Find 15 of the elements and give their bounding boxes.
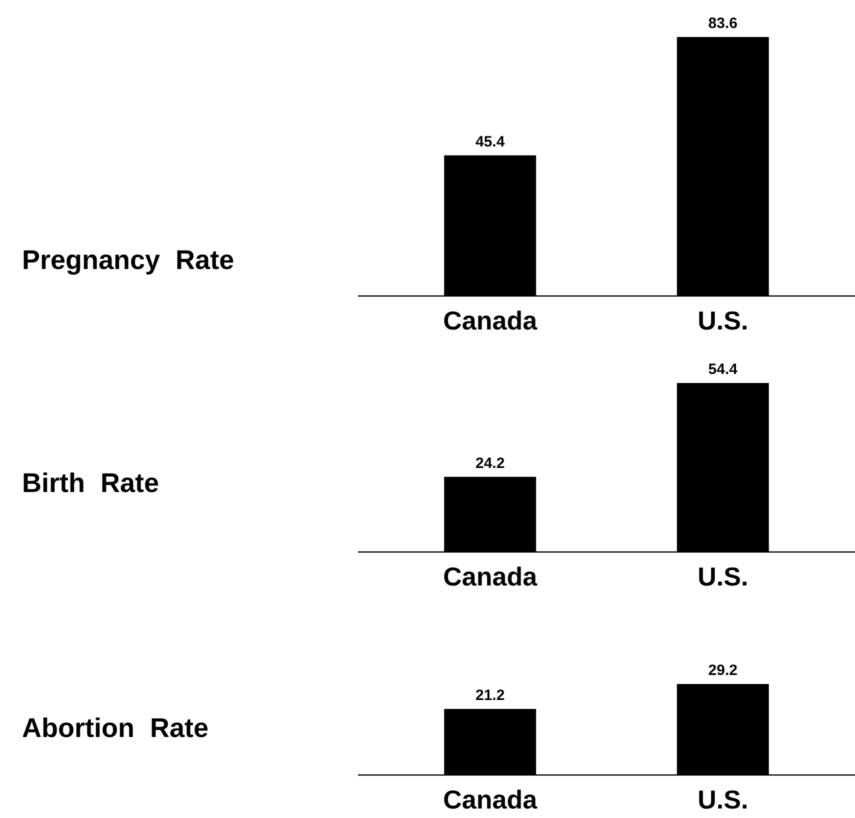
y-axis-title: Abortion Rate [22,713,208,743]
data-label: 83.6 [708,15,738,32]
data-label: 21.2 [476,686,505,704]
data-label: 24.2 [476,454,505,472]
x-tick-label: U.S. [698,305,748,336]
x-tick-label: Canada [443,784,538,814]
x-tick-label: U.S. [698,784,748,814]
y-axis-title: Pregnancy Rate [22,245,234,275]
x-tick-label: U.S. [698,561,748,592]
data-label: 45.4 [476,133,506,150]
x-tick-label: Canada [443,305,538,336]
x-tick-label: Canada [443,561,538,592]
data-label: 54.4 [708,361,738,378]
y-axis-title: Birth Rate [22,468,160,498]
data-label: 29.2 [708,662,738,679]
